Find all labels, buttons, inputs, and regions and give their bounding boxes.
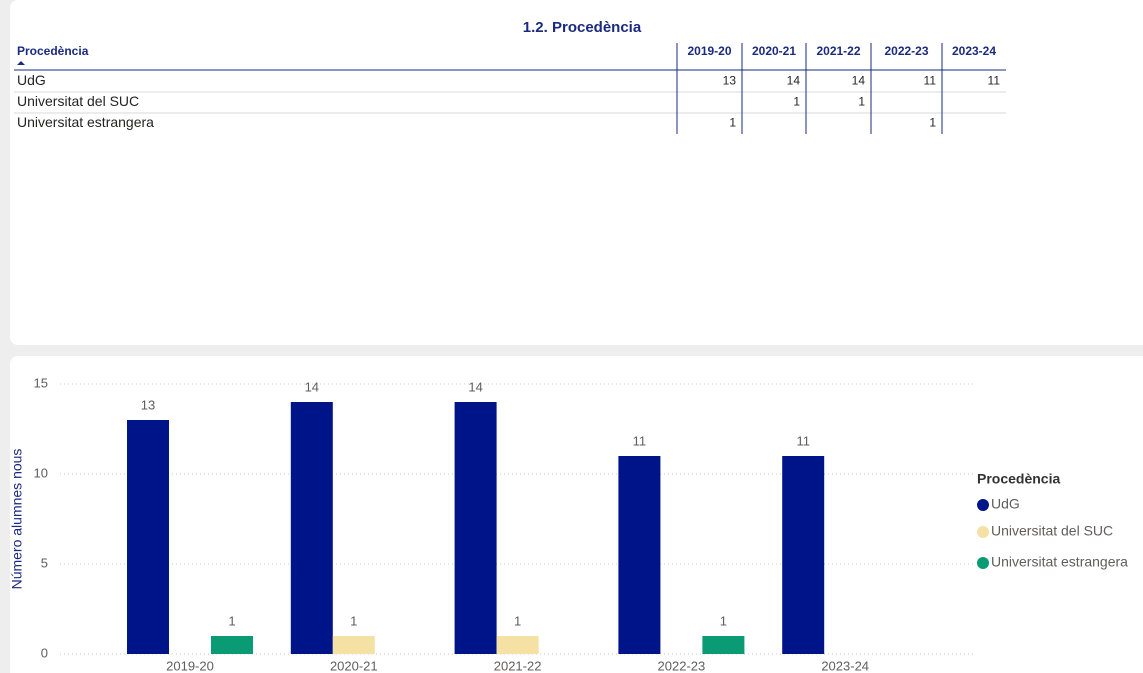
bar	[782, 456, 825, 654]
chart-card	[10, 356, 1143, 673]
cell-value: 11	[924, 74, 937, 88]
legend-label: Universitat del SUC	[991, 523, 1113, 539]
data-label: 14	[305, 379, 319, 394]
column-header: Procedència	[17, 44, 89, 58]
sort-arrow	[17, 61, 25, 65]
cell-value: 14	[852, 74, 866, 88]
data-label: 14	[468, 379, 482, 394]
x-tick-label: 2023-24	[821, 658, 869, 673]
column-header: 2021-22	[816, 44, 860, 58]
cell-value: 1	[929, 116, 936, 130]
bar	[496, 636, 539, 654]
bar	[332, 636, 375, 654]
row-label: UdG	[17, 72, 46, 88]
data-label: 13	[141, 397, 155, 412]
bar	[290, 402, 333, 654]
cell-value: 1	[729, 116, 736, 130]
y-tick-label: 10	[34, 465, 48, 480]
y-tick-label: 5	[41, 555, 48, 570]
y-tick-label: 0	[41, 645, 48, 660]
data-label: 1	[514, 613, 521, 628]
y-axis-title: Número alumnes nous	[9, 449, 25, 590]
legend-label: UdG	[991, 496, 1020, 512]
row-label: Universitat estrangera	[17, 114, 154, 130]
bar	[211, 636, 253, 654]
x-tick-label: 2021-22	[494, 658, 542, 673]
bar	[618, 456, 661, 654]
bar	[127, 420, 169, 654]
x-tick-label: 2019-20	[166, 658, 214, 673]
cell-value: 1	[858, 95, 865, 109]
cell-value: 14	[787, 74, 801, 88]
legend-marker	[977, 557, 989, 569]
column-header: 2023-24	[952, 44, 996, 58]
column-header: 2020-21	[752, 44, 796, 58]
bar	[702, 636, 745, 654]
data-label: 1	[350, 613, 357, 628]
x-tick-label: 2022-23	[658, 658, 706, 673]
data-label: 11	[633, 433, 647, 448]
cell-value: 11	[988, 74, 1001, 88]
bar	[454, 402, 497, 654]
data-label: 1	[720, 613, 727, 628]
legend-title: Procedència	[977, 471, 1060, 487]
row-label: Universitat del SUC	[17, 93, 139, 109]
table-title: 1.2. Procedència	[523, 19, 642, 36]
cell-value: 1	[793, 95, 800, 109]
legend-marker	[977, 526, 989, 538]
table-card	[10, 0, 1143, 345]
column-header: 2022-23	[884, 44, 928, 58]
legend-label: Universitat estrangera	[991, 554, 1128, 570]
data-label: 1	[228, 613, 235, 628]
x-tick-label: 2020-21	[330, 658, 378, 673]
cell-value: 13	[723, 74, 737, 88]
column-header: 2019-20	[687, 44, 731, 58]
y-tick-label: 15	[34, 375, 48, 390]
data-label: 11	[796, 433, 810, 448]
legend-marker	[977, 499, 989, 511]
